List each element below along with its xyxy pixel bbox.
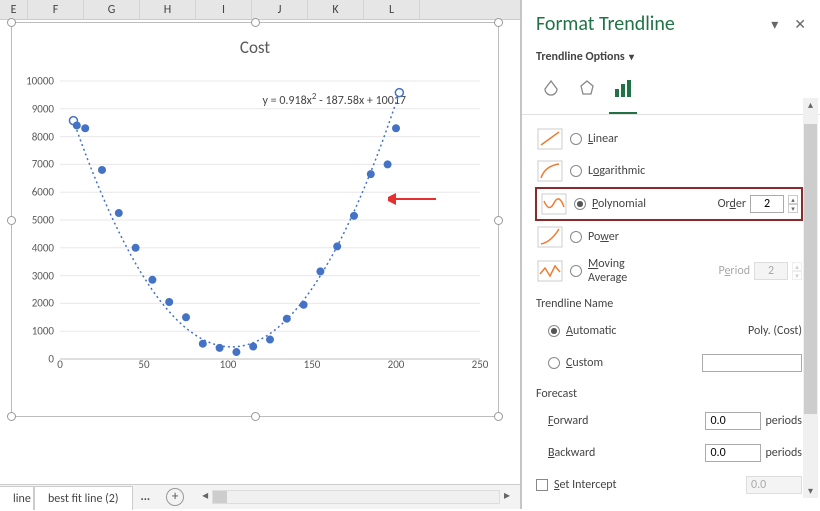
option-label: Polynomial xyxy=(592,197,646,211)
pane-title-text: Format Trendline xyxy=(536,12,675,36)
col-header[interactable]: L xyxy=(364,0,420,19)
moving-average-option[interactable]: MovingAverage Period ▴▾ xyxy=(536,253,802,289)
polynomial-option[interactable]: Polynomial Order ▴▾ xyxy=(536,188,802,220)
option-label: Power xyxy=(588,230,619,244)
resize-handle[interactable] xyxy=(7,216,16,225)
sheet-tab-bar: line best fit line (2) ... + ◂ ▸ xyxy=(0,484,520,509)
scroll-up-icon[interactable]: ▴ xyxy=(803,98,818,112)
chevron-down-icon: ▾ xyxy=(627,50,634,63)
option-label: Automatic xyxy=(566,324,616,338)
linear-option[interactable]: Linear xyxy=(536,123,802,155)
resize-handle[interactable] xyxy=(251,412,260,421)
subheader-text: Trendline Options xyxy=(536,50,625,64)
periods-label: periods xyxy=(765,446,802,460)
order-input[interactable] xyxy=(750,195,784,213)
scroll-right-icon[interactable]: ▸ xyxy=(500,490,514,504)
chart-object[interactable]: Cost y = 0.918x2 - 187.58x + 10017 01000… xyxy=(11,22,499,417)
col-header[interactable]: H xyxy=(140,0,196,19)
column-headers: E F G H I J K L xyxy=(0,0,520,20)
trendline-name-header: Trendline Name xyxy=(536,289,802,315)
option-label: MovingAverage xyxy=(588,257,627,285)
option-label: Custom xyxy=(566,356,603,370)
linear-icon xyxy=(536,127,564,151)
checkbox[interactable] xyxy=(536,479,548,491)
automatic-name-option[interactable]: Automatic Poly. (Cost) xyxy=(536,315,802,347)
col-header[interactable]: G xyxy=(84,0,140,19)
plot-area[interactable] xyxy=(60,81,480,359)
order-spinner[interactable]: ▴▾ xyxy=(788,195,798,213)
radio[interactable] xyxy=(570,265,582,277)
order-label: Order xyxy=(718,197,746,211)
resize-handle[interactable] xyxy=(7,18,16,27)
custom-name-option[interactable]: Custom xyxy=(536,347,802,379)
forward-label: Forward xyxy=(548,414,588,428)
pane-dropdown-icon[interactable]: ▾ xyxy=(771,16,778,33)
custom-name-input[interactable] xyxy=(702,354,802,372)
backward-label: Backward xyxy=(548,446,595,460)
radio[interactable] xyxy=(570,133,582,145)
format-trendline-pane: Format Trendline ▾ ✕ Trendline Options ▾… xyxy=(520,0,820,509)
period-label: Period xyxy=(718,264,750,278)
forward-row: Forward periods xyxy=(536,405,802,437)
option-label: Linear xyxy=(588,132,618,146)
chart-title[interactable]: Cost xyxy=(12,37,498,58)
intercept-input xyxy=(746,476,802,494)
x-axis[interactable]: 050100150200250 xyxy=(60,358,480,374)
sheet-tab-more[interactable]: ... xyxy=(133,490,159,504)
set-intercept-row[interactable]: Set Intercept xyxy=(536,469,802,495)
periods-label: periods xyxy=(765,414,802,428)
period-input xyxy=(754,262,788,280)
col-header[interactable]: K xyxy=(308,0,364,19)
forecast-header: Forecast xyxy=(536,379,802,405)
option-label: Logarithmic xyxy=(588,164,645,178)
fill-line-tab-icon[interactable] xyxy=(536,74,566,104)
resize-handle[interactable] xyxy=(251,18,260,27)
logarithmic-option[interactable]: Logarithmic xyxy=(536,155,802,187)
resize-handle[interactable] xyxy=(494,412,503,421)
resize-handle[interactable] xyxy=(494,18,503,27)
options-list: Linear Logarithmic Polynomial Order ▴▾ P… xyxy=(522,115,820,495)
new-sheet-button[interactable]: + xyxy=(166,488,184,506)
radio[interactable] xyxy=(570,165,582,177)
col-header[interactable]: I xyxy=(196,0,252,19)
radio[interactable] xyxy=(570,231,582,243)
y-axis[interactable]: 0100020003000400050006000700080009000100… xyxy=(22,81,58,359)
pane-tab-row xyxy=(522,74,820,115)
power-icon xyxy=(536,225,564,249)
moving-average-icon xyxy=(536,259,564,283)
trendline-options-tab-icon[interactable] xyxy=(608,74,638,104)
backward-input[interactable] xyxy=(705,444,761,462)
backward-row: Backward periods xyxy=(536,437,802,469)
resize-handle[interactable] xyxy=(7,412,16,421)
polynomial-icon xyxy=(540,192,568,216)
annotation-arrow xyxy=(388,191,438,207)
resize-handle[interactable] xyxy=(494,216,503,225)
scroll-track[interactable] xyxy=(212,490,500,504)
sheet-tab[interactable]: line xyxy=(0,486,34,510)
option-label: Set Intercept xyxy=(554,478,617,492)
horizontal-scrollbar[interactable]: ◂ ▸ xyxy=(192,490,520,504)
period-spinner: ▴▾ xyxy=(792,262,802,280)
radio[interactable] xyxy=(548,325,560,337)
sheet-tab-active[interactable]: best fit line (2) xyxy=(34,486,133,510)
auto-name-value: Poly. (Cost) xyxy=(748,324,802,338)
close-icon[interactable]: ✕ xyxy=(794,16,806,33)
forward-input[interactable] xyxy=(705,412,761,430)
logarithmic-icon xyxy=(536,159,564,183)
pane-header: Format Trendline ▾ ✕ xyxy=(522,8,820,48)
scroll-left-icon[interactable]: ◂ xyxy=(198,490,212,504)
col-header[interactable]: F xyxy=(28,0,84,19)
col-header[interactable]: J xyxy=(252,0,308,19)
col-header[interactable]: E xyxy=(0,0,28,19)
pane-subheader[interactable]: Trendline Options ▾ xyxy=(522,48,820,74)
scroll-thumb[interactable] xyxy=(213,491,227,503)
radio[interactable] xyxy=(574,198,586,210)
effects-tab-icon[interactable] xyxy=(572,74,602,104)
power-option[interactable]: Power xyxy=(536,221,802,253)
radio[interactable] xyxy=(548,357,560,369)
